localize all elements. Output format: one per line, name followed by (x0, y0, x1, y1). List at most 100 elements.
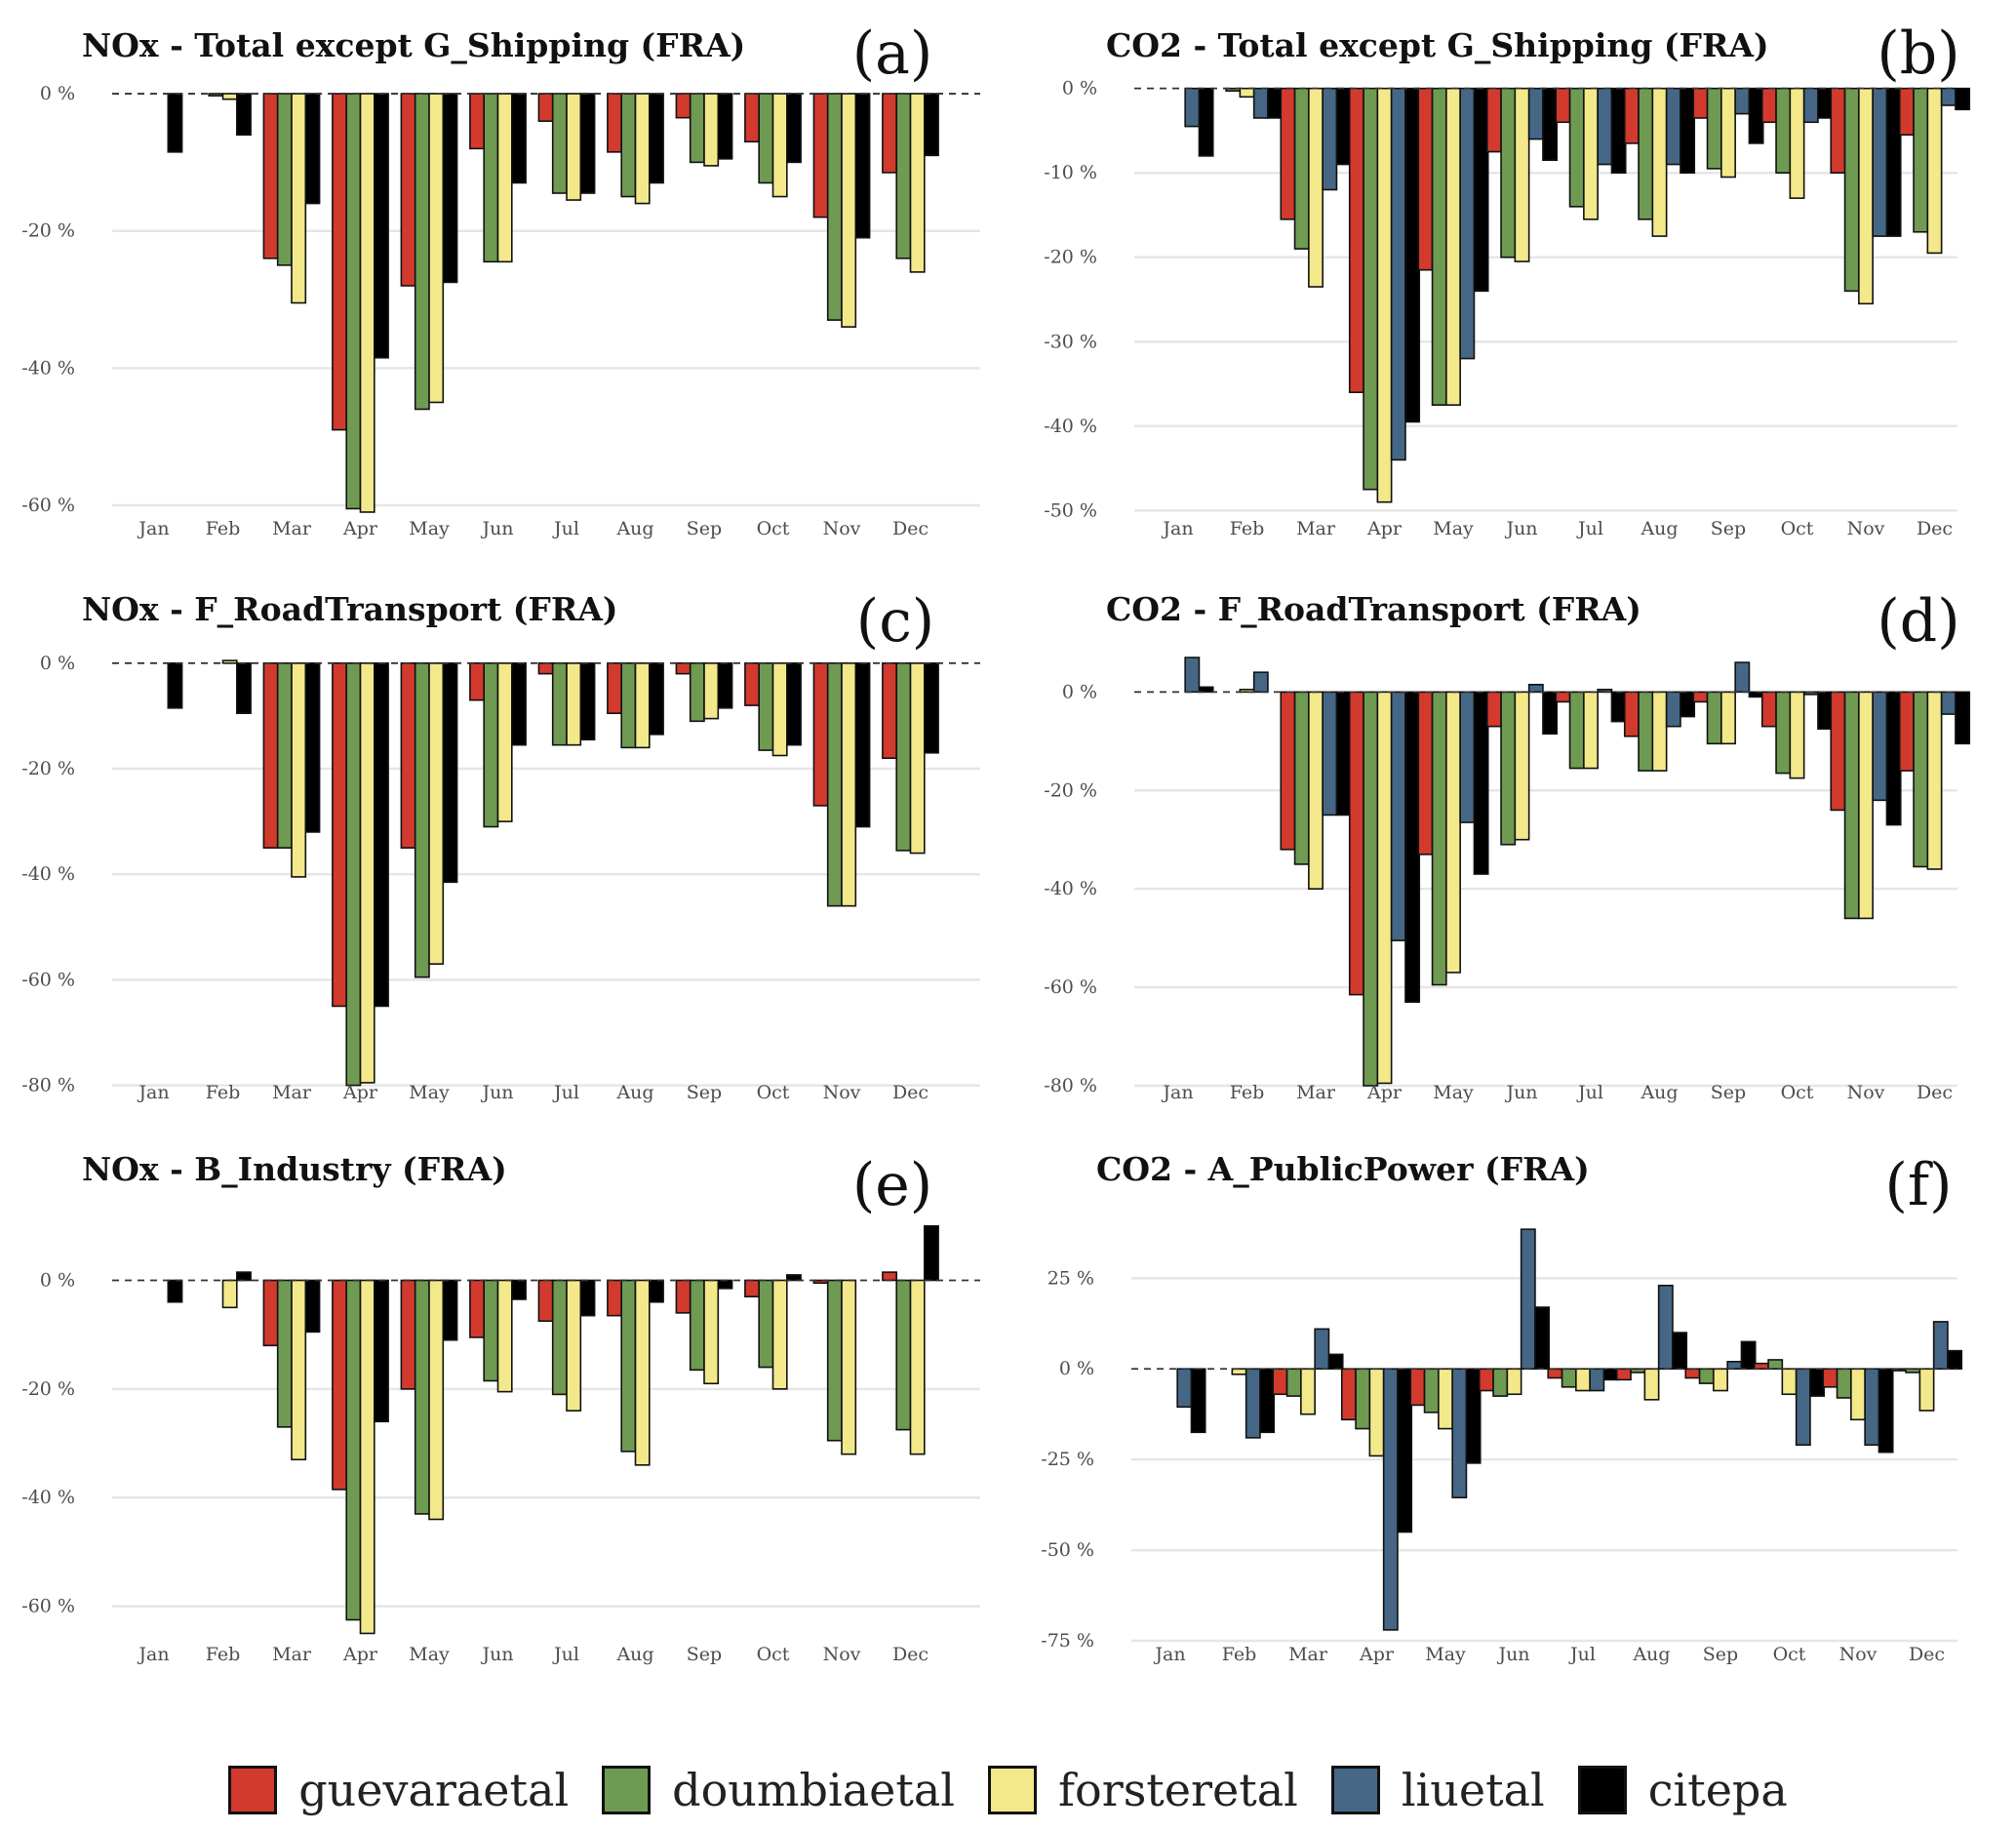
x-tick-label: Nov (823, 1644, 861, 1665)
bar-doumbiaetal-oct (758, 662, 774, 751)
panel-letter: (d) (1877, 587, 1959, 656)
bar-citepa-apr (1404, 87, 1421, 423)
y-tick-label: 0 % (1062, 681, 1097, 702)
bar-citepa-oct (785, 662, 802, 746)
bar-citepa-aug (1672, 1332, 1688, 1371)
bar-liuetal-sep (1726, 1361, 1743, 1371)
x-tick-label: Nov (823, 518, 861, 539)
bar-forsteretal-nov (1858, 87, 1874, 305)
bar-forsteretal-oct (771, 93, 788, 198)
bar-forsteretal-sep (703, 662, 720, 720)
bar-liuetal-may (1459, 87, 1476, 360)
x-tick-label: Apr (1366, 518, 1403, 539)
panel-title: CO2 - Total except G_Shipping (FRA) (1106, 26, 1769, 64)
bar-guevaraetal-jul (1555, 87, 1571, 124)
bar-citepa-nov (1885, 691, 1902, 826)
x-tick-label: Feb (206, 518, 241, 539)
bar-liuetal-jun (1527, 87, 1544, 140)
bar-doumbiaetal-jul (1568, 691, 1585, 770)
bar-citepa-jul (1610, 87, 1627, 174)
x-tick-label: Sep (687, 1644, 722, 1665)
y-tick-label: -60 % (21, 1596, 75, 1617)
x-tick-label: Jun (480, 1082, 513, 1103)
bar-citepa-oct (1809, 1368, 1826, 1397)
legend-item-forsteretal: forsteretal (987, 1764, 1298, 1816)
bar-citepa-jul (1610, 691, 1627, 723)
bar-guevaraetal-nov (812, 93, 829, 219)
panel-e: NOx - B_Industry (FRA) (e) 0 % -20 % -40 % -6… (21, 1150, 980, 1665)
x-tick-label: Nov (1847, 1082, 1885, 1103)
bar-citepa-jun (1534, 1306, 1551, 1371)
x-tick-label: May (409, 1644, 450, 1665)
legend-swatch (987, 1766, 1037, 1814)
bar-citepa-jul (579, 93, 596, 194)
bar-liuetal-jul (1589, 1368, 1605, 1392)
bar-guevaraetal-nov (1830, 87, 1846, 174)
x-tick-label: Feb (1230, 1082, 1265, 1103)
panel-b: CO2 - Total except G_Shipping (FRA) (b) 0 … (1044, 20, 1971, 539)
bar-guevaraetal-jun (469, 662, 485, 701)
bar-liuetal-dec (1940, 87, 1957, 106)
x-tick-label: Aug (615, 518, 653, 539)
bar-forsteretal-jun (1506, 1368, 1522, 1396)
bar-doumbiaetal-dec (1913, 691, 1929, 868)
bar-liuetal-jan (1184, 87, 1201, 128)
bar-citepa-nov (854, 662, 871, 828)
x-tick-label: Jul (1576, 1082, 1603, 1103)
bar-doumbiaetal-mar (1293, 691, 1310, 865)
x-tick-label: Jul (552, 1082, 579, 1103)
bar-forsteretal-dec (1918, 1368, 1935, 1412)
bar-doumbiaetal-nov (1836, 1368, 1852, 1399)
bar-liuetal-mar (1322, 691, 1338, 816)
bar-citepa-jan (1190, 1368, 1206, 1434)
y-tick-label: -25 % (1041, 1449, 1094, 1470)
bar-forsteretal-oct (771, 1279, 788, 1390)
panel-letter: (f) (1884, 1151, 1952, 1219)
bar-guevaraetal-jul (537, 93, 554, 122)
bar-citepa-jul (579, 1279, 596, 1317)
bar-liuetal-apr (1390, 87, 1406, 461)
bar-doumbiaetal-may (414, 662, 430, 978)
bar-doumbiaetal-dec (895, 93, 912, 259)
bar-citepa-feb (1259, 1368, 1276, 1434)
panel-title: CO2 - A_PublicPower (FRA) (1096, 1150, 1590, 1188)
bar-doumbiaetal-sep (1706, 87, 1722, 170)
bar-guevaraetal-sep (675, 93, 692, 119)
bar-citepa-dec (1955, 87, 1971, 111)
bar-citepa-may (1465, 1368, 1482, 1464)
legend-swatch (602, 1766, 652, 1814)
x-tick-label: Apr (1359, 1644, 1395, 1665)
x-tick-label: Aug (1640, 518, 1678, 539)
y-tick-label: -80 % (1044, 1075, 1097, 1096)
bar-guevaraetal-dec (1898, 691, 1915, 772)
panel-c: NOx - F_RoadTransport (FRA) (c) 0 % -20 % -4… (21, 587, 980, 1103)
bar-guevaraetal-jul (1547, 1368, 1563, 1379)
panel-letter: (e) (852, 1151, 932, 1219)
bar-guevaraetal-aug (607, 1279, 623, 1317)
bar-doumbiaetal-dec (1913, 87, 1929, 233)
bar-doumbiaetal-apr (345, 662, 362, 1087)
x-tick-label: Aug (1632, 1644, 1670, 1665)
x-tick-label: Mar (272, 1082, 312, 1103)
x-tick-label: Feb (1222, 1644, 1257, 1665)
bar-citepa-oct (785, 1274, 802, 1282)
y-tick-label: -60 % (21, 969, 75, 990)
x-tick-label: Feb (206, 1082, 241, 1103)
x-tick-label: Apr (342, 1644, 378, 1665)
bar-citepa-jun (510, 93, 527, 184)
bar-doumbiaetal-dec (895, 662, 912, 852)
bar-guevaraetal-dec (1898, 87, 1915, 137)
bar-forsteretal-oct (1789, 87, 1805, 199)
bar-forsteretal-nov (1850, 1368, 1866, 1421)
bar-forsteretal-oct (771, 662, 788, 757)
bar-citepa-jan (1198, 87, 1214, 157)
bar-guevaraetal-sep (675, 662, 692, 675)
bar-doumbiaetal-sep (689, 1279, 705, 1372)
bar-doumbiaetal-mar (1293, 87, 1310, 250)
bar-citepa-jan (167, 662, 183, 709)
x-tick-label: Oct (757, 518, 790, 539)
bar-forsteretal-aug (634, 662, 651, 749)
bar-forsteretal-dec (909, 662, 926, 855)
y-tick-label: -80 % (21, 1075, 75, 1096)
bar-doumbiaetal-aug (1638, 691, 1654, 772)
